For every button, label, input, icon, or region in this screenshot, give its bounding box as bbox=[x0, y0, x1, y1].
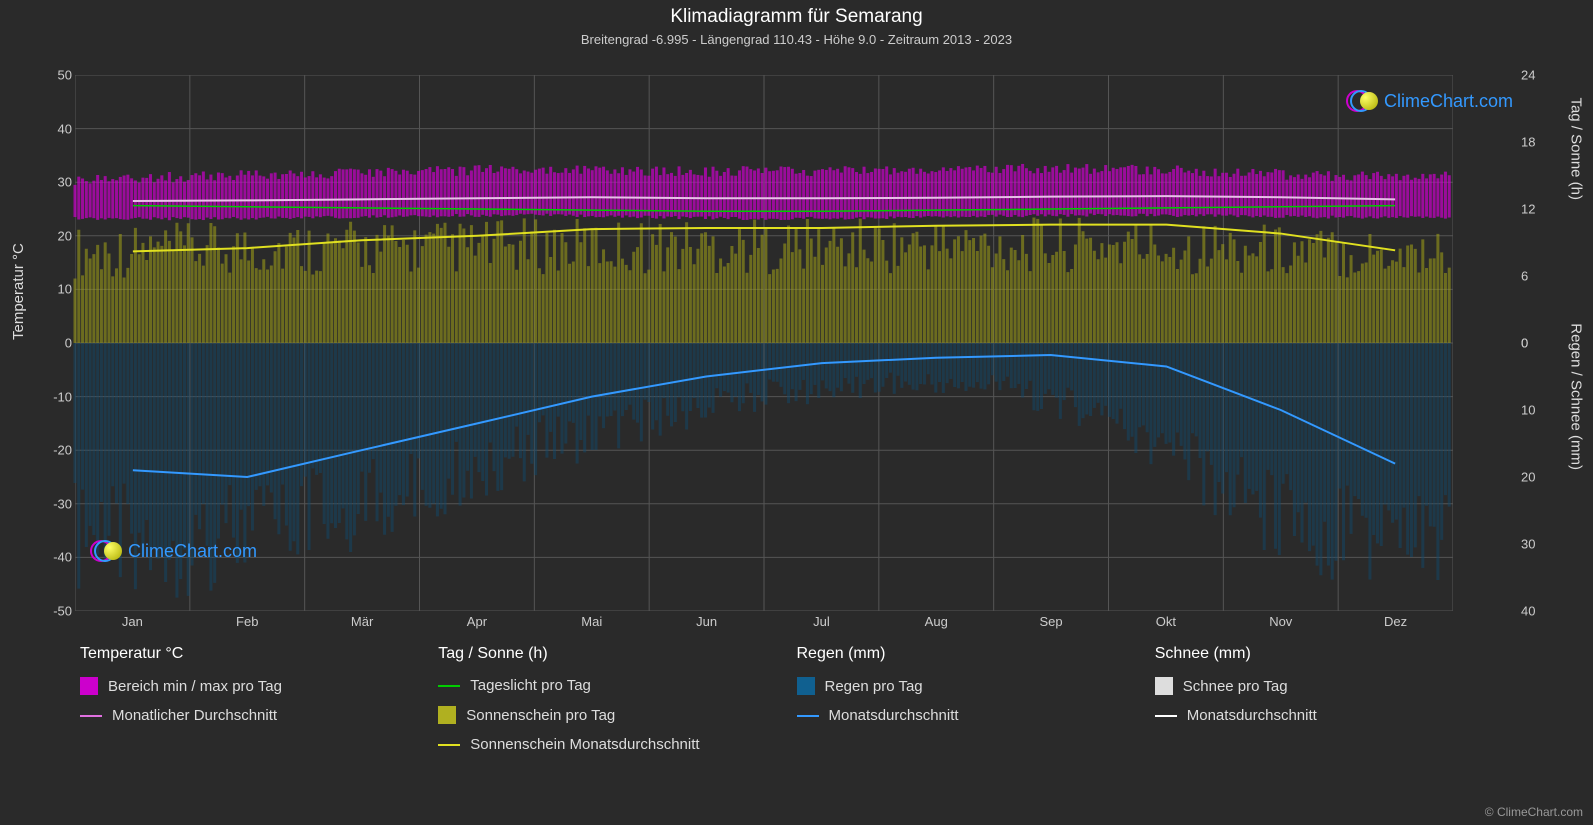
xtick-month: Mai bbox=[581, 614, 602, 629]
legend-column: Temperatur °C Bereich min / max pro Tag Mo… bbox=[80, 645, 438, 765]
legend-item: Monatsdurchschnitt bbox=[1155, 707, 1513, 724]
legend-label: Monatsdurchschnitt bbox=[829, 707, 959, 724]
legend-label: Sonnenschein Monatsdurchschnitt bbox=[470, 736, 699, 753]
legend-label: Monatsdurchschnitt bbox=[1187, 707, 1317, 724]
legend-item: Schnee pro Tag bbox=[1155, 677, 1513, 695]
ytick-right-mm: 40 bbox=[1521, 604, 1555, 619]
ytick-left: -20 bbox=[38, 443, 72, 458]
legend-column: Tag / Sonne (h) Tageslicht pro Tag Sonnens… bbox=[438, 645, 796, 765]
ytick-right-mm: 0 bbox=[1521, 336, 1555, 351]
ytick-left: 0 bbox=[38, 336, 72, 351]
ytick-right-hours: 18 bbox=[1521, 135, 1555, 150]
legend-item: Regen pro Tag bbox=[797, 677, 1155, 695]
ytick-right-mm: 10 bbox=[1521, 403, 1555, 418]
legend-item: Tageslicht pro Tag bbox=[438, 677, 796, 694]
legend-swatch bbox=[80, 715, 102, 717]
data-series bbox=[75, 75, 1453, 611]
copyright: © ClimeChart.com bbox=[1485, 805, 1583, 819]
ytick-left: -40 bbox=[38, 550, 72, 565]
legend-item: Sonnenschein pro Tag bbox=[438, 706, 796, 724]
ytick-right-mm: 20 bbox=[1521, 470, 1555, 485]
xtick-month: Jun bbox=[696, 614, 717, 629]
legend-swatch bbox=[80, 677, 98, 695]
legend-title: Tag / Sonne (h) bbox=[438, 645, 796, 663]
xtick-month: Apr bbox=[467, 614, 487, 629]
legend: Temperatur °C Bereich min / max pro Tag Mo… bbox=[80, 645, 1513, 765]
legend-label: Regen pro Tag bbox=[825, 678, 923, 695]
ytick-right-hours: 12 bbox=[1521, 202, 1555, 217]
ytick-left: 30 bbox=[38, 175, 72, 190]
legend-title: Schnee (mm) bbox=[1155, 645, 1513, 663]
legend-item: Sonnenschein Monatsdurchschnitt bbox=[438, 736, 796, 753]
xtick-month: Aug bbox=[925, 614, 948, 629]
legend-swatch bbox=[438, 706, 456, 724]
legend-item: Monatlicher Durchschnitt bbox=[80, 707, 438, 724]
legend-label: Tageslicht pro Tag bbox=[470, 677, 591, 694]
legend-label: Sonnenschein pro Tag bbox=[466, 707, 615, 724]
xtick-month: Jul bbox=[813, 614, 830, 629]
ytick-left: 40 bbox=[38, 121, 72, 136]
legend-label: Bereich min / max pro Tag bbox=[108, 678, 282, 695]
xtick-month: Okt bbox=[1156, 614, 1176, 629]
xtick-month: Sep bbox=[1040, 614, 1063, 629]
ytick-right-hours: 6 bbox=[1521, 269, 1555, 284]
legend-swatch bbox=[1155, 677, 1173, 695]
legend-column: Regen (mm) Regen pro Tag Monatsdurchschnit… bbox=[797, 645, 1155, 765]
ytick-left: -10 bbox=[38, 389, 72, 404]
legend-label: Monatlicher Durchschnitt bbox=[112, 707, 277, 724]
y-axis-right-bottom-label: Regen / Schnee (mm) bbox=[1568, 323, 1585, 470]
ytick-left: 20 bbox=[38, 228, 72, 243]
legend-swatch bbox=[438, 744, 460, 746]
xtick-month: Nov bbox=[1269, 614, 1292, 629]
ytick-left: 10 bbox=[38, 282, 72, 297]
legend-column: Schnee (mm) Schnee pro Tag Monatsdurchschn… bbox=[1155, 645, 1513, 765]
brand-text: ClimeChart.com bbox=[1384, 91, 1513, 112]
plot-area bbox=[75, 75, 1453, 611]
xtick-month: Dez bbox=[1384, 614, 1407, 629]
legend-item: Monatsdurchschnitt bbox=[797, 707, 1155, 724]
climechart-logo-icon bbox=[1346, 85, 1378, 117]
ytick-left: 50 bbox=[38, 68, 72, 83]
ytick-left: -50 bbox=[38, 604, 72, 619]
legend-item: Bereich min / max pro Tag bbox=[80, 677, 438, 695]
y-axis-left-label: Temperatur °C bbox=[10, 243, 27, 340]
legend-swatch bbox=[797, 677, 815, 695]
xtick-month: Mär bbox=[351, 614, 373, 629]
legend-title: Regen (mm) bbox=[797, 645, 1155, 663]
legend-swatch bbox=[797, 715, 819, 717]
xtick-month: Jan bbox=[122, 614, 143, 629]
ytick-left: -30 bbox=[38, 496, 72, 511]
ytick-right-mm: 30 bbox=[1521, 537, 1555, 552]
y-axis-right-top-label: Tag / Sonne (h) bbox=[1568, 97, 1585, 200]
xtick-month: Feb bbox=[236, 614, 258, 629]
climechart-logo-icon bbox=[90, 535, 122, 567]
legend-swatch bbox=[438, 685, 460, 687]
chart-title: Klimadiagramm für Semarang bbox=[0, 0, 1593, 28]
legend-swatch bbox=[1155, 715, 1177, 717]
logo-top-right: ClimeChart.com bbox=[1346, 85, 1513, 117]
logo-bottom-left: ClimeChart.com bbox=[90, 535, 257, 567]
brand-text: ClimeChart.com bbox=[128, 541, 257, 562]
ytick-right-hours: 24 bbox=[1521, 68, 1555, 83]
legend-label: Schnee pro Tag bbox=[1183, 678, 1288, 695]
chart-subtitle: Breitengrad -6.995 - Längengrad 110.43 -… bbox=[0, 28, 1593, 47]
legend-title: Temperatur °C bbox=[80, 645, 438, 663]
